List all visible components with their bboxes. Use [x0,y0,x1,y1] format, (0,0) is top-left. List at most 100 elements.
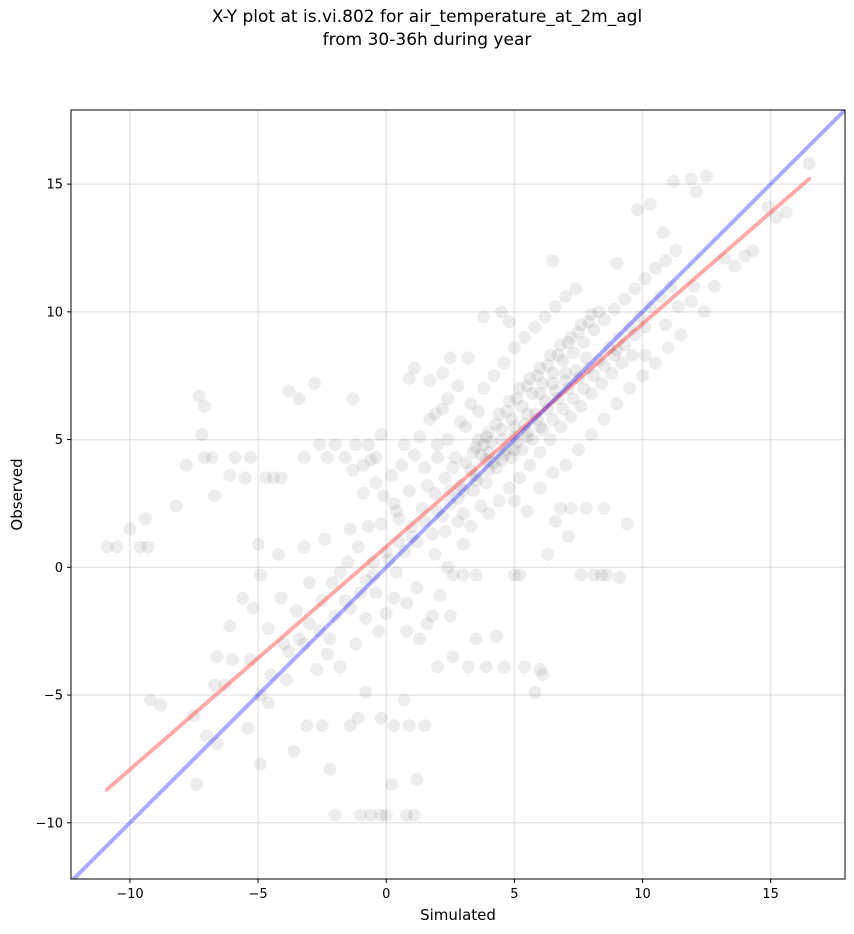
scatter-point [477,381,491,395]
scatter-point [418,719,432,733]
fit-line [104,176,812,792]
scatter-point [638,272,652,286]
scatter-point [392,535,406,549]
scatter-point [448,450,462,464]
scatter-point [433,588,447,602]
scatter-point [346,392,360,406]
scatter-point [251,537,265,551]
scatter-point [592,353,606,367]
scatter-point [546,376,560,390]
scatter-point [441,560,455,574]
scatter-point [405,519,419,533]
scatter-point [659,318,673,332]
scatter-point [297,450,311,464]
scatter-point [502,394,516,408]
scatter-point [610,343,624,357]
scatter-point [297,540,311,554]
scatter-point [487,456,501,470]
scatter-point [379,606,393,620]
y-axis-label: Observed [8,458,26,530]
scatter-point [543,348,557,362]
scatter-point [700,169,714,183]
scatter-point [684,172,698,186]
scatter-point [425,527,439,541]
scatter-point [520,379,534,393]
scatter-point [361,438,375,452]
scatter-point [574,399,588,413]
scatter-point [395,458,409,472]
scatter-point [254,568,268,582]
scatter-point [656,226,670,240]
scatter-point [210,650,224,664]
scatter-point [292,632,306,646]
scatter-point [559,366,573,380]
scatter-point [479,476,493,490]
scatter-point [236,591,250,605]
scatter-point [477,438,491,452]
scatter-point [487,369,501,383]
scatter-point [397,693,411,707]
scatter-point [587,568,601,582]
scatter-point [402,484,416,498]
scatter-point [482,463,496,477]
x-tick-label: 10 [634,887,651,902]
scatter-point [554,420,568,434]
scatter-point [154,698,168,712]
regression-lines [71,110,845,879]
scatter-point [400,596,414,610]
scatter-point [456,484,470,498]
scatter-point [472,433,486,447]
scatter-point [238,471,252,485]
scatter-point [551,348,565,362]
scatter-point [287,744,301,758]
scatter-point [520,504,534,518]
scatter-point [420,617,434,631]
scatter-point [361,519,375,533]
scatter-point [556,353,570,367]
scatter-point [554,338,568,352]
scatter-point [261,696,275,710]
x-tick-label: 15 [762,887,779,902]
scatter-point [423,412,437,426]
scatter-point [507,443,521,457]
scatter-point [325,576,339,590]
scatter-point [425,609,439,623]
y-tick-label: 0 [55,561,63,576]
scatter-point [666,175,680,189]
scatter-point [459,456,473,470]
scatter-point [277,637,291,651]
scatter-point [630,203,644,217]
scatter-point [520,425,534,439]
scatter-point [533,481,547,495]
scatter-point [607,302,621,316]
scatter-point [377,489,391,503]
plot-frame [70,109,846,880]
scatter-point [612,571,626,585]
scatter-point [638,348,652,362]
scatter-point [602,341,616,355]
scatter-point [420,479,434,493]
scatter-point [243,652,257,666]
scatter-point [187,708,201,722]
y-tick-label: −5 [44,689,63,704]
scatter-point [479,453,493,467]
scatter-point [190,777,204,791]
scatter-point [505,450,519,464]
scatter-point [566,346,580,360]
scatter-point [528,407,542,421]
scatter-point [538,310,552,324]
scatter-point [302,617,316,631]
scatter-point [461,351,475,365]
scatter-point [546,254,560,268]
scatter-point [138,512,152,526]
scatter-point [636,369,650,383]
scatter-point [469,468,483,482]
scatter-point [197,450,211,464]
scatter-point [479,660,493,674]
scatter-point [697,305,711,319]
scatter-point [405,530,419,544]
scatter-point [110,540,124,554]
scatter-point [584,307,598,321]
scatter-point [513,471,527,485]
